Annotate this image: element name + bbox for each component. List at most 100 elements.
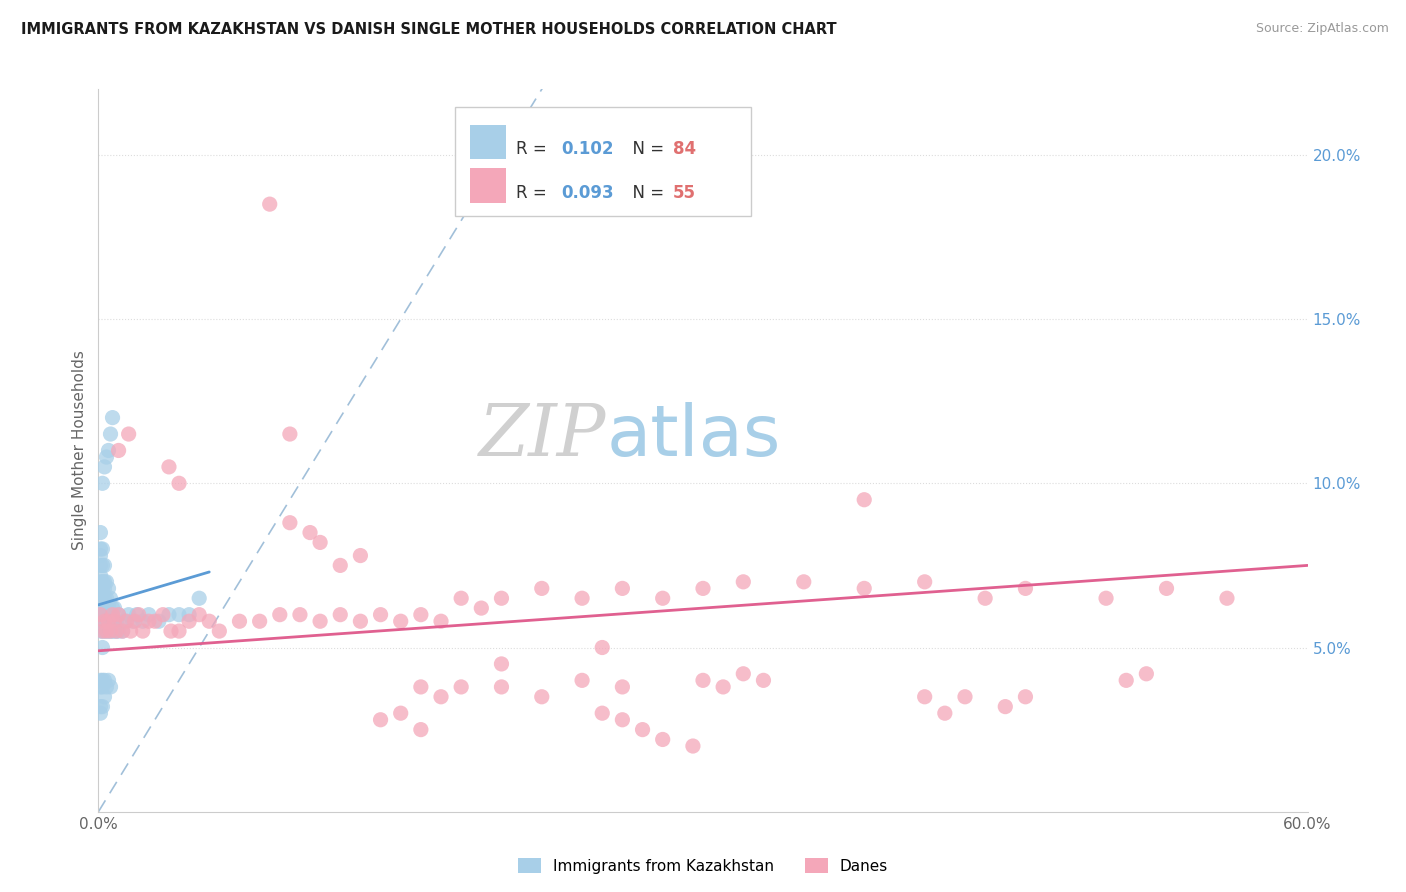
Point bbox=[91, 541, 114, 556]
Point bbox=[91, 624, 114, 639]
Point bbox=[96, 450, 118, 464]
Point bbox=[278, 516, 301, 530]
Point bbox=[370, 713, 392, 727]
Point bbox=[91, 598, 114, 612]
Point bbox=[97, 624, 120, 639]
Point bbox=[530, 582, 553, 596]
Point bbox=[93, 614, 115, 628]
Point bbox=[148, 614, 170, 628]
Point bbox=[692, 673, 714, 688]
Point bbox=[91, 640, 114, 655]
Point bbox=[91, 673, 114, 688]
Point bbox=[103, 614, 125, 628]
Point bbox=[89, 673, 111, 688]
Point bbox=[107, 607, 129, 622]
Text: 0.093: 0.093 bbox=[561, 184, 614, 202]
Point bbox=[89, 549, 111, 563]
Point bbox=[208, 624, 231, 639]
Point bbox=[107, 624, 129, 639]
Point bbox=[96, 591, 118, 606]
Point bbox=[1216, 591, 1239, 606]
Point bbox=[160, 624, 183, 639]
Point bbox=[91, 699, 114, 714]
Point bbox=[349, 549, 371, 563]
Point bbox=[430, 614, 453, 628]
Point bbox=[97, 614, 120, 628]
Point bbox=[651, 732, 673, 747]
Point bbox=[115, 614, 138, 628]
Point bbox=[89, 680, 111, 694]
Point bbox=[128, 607, 150, 622]
Point bbox=[118, 427, 141, 442]
Point bbox=[157, 607, 180, 622]
Point bbox=[974, 591, 997, 606]
Point bbox=[953, 690, 976, 704]
Point bbox=[349, 614, 371, 628]
Point bbox=[89, 558, 111, 573]
Point bbox=[89, 624, 111, 639]
Point bbox=[853, 582, 876, 596]
Point bbox=[409, 680, 432, 694]
Point bbox=[259, 197, 281, 211]
Point bbox=[631, 723, 654, 737]
Point bbox=[152, 607, 174, 622]
Point bbox=[100, 614, 122, 628]
Point bbox=[612, 680, 634, 694]
Point bbox=[120, 624, 142, 639]
Point bbox=[97, 607, 120, 622]
Point bbox=[167, 607, 190, 622]
Point bbox=[389, 706, 412, 721]
Point bbox=[100, 591, 122, 606]
Point bbox=[692, 582, 714, 596]
Point bbox=[101, 410, 124, 425]
Point bbox=[100, 680, 122, 694]
Point bbox=[97, 673, 120, 688]
Point bbox=[591, 706, 613, 721]
Point bbox=[89, 607, 111, 622]
Point bbox=[89, 525, 111, 540]
Point bbox=[97, 598, 120, 612]
Point bbox=[994, 699, 1017, 714]
Point bbox=[612, 582, 634, 596]
Point bbox=[1135, 666, 1157, 681]
Text: IMMIGRANTS FROM KAZAKHSTAN VS DANISH SINGLE MOTHER HOUSEHOLDS CORRELATION CHART: IMMIGRANTS FROM KAZAKHSTAN VS DANISH SIN… bbox=[21, 22, 837, 37]
Point bbox=[530, 690, 553, 704]
Point bbox=[97, 582, 120, 596]
Point bbox=[1014, 582, 1036, 596]
Point bbox=[278, 427, 301, 442]
Point bbox=[111, 624, 134, 639]
Point bbox=[114, 614, 136, 628]
Point bbox=[188, 591, 211, 606]
Point bbox=[93, 591, 115, 606]
Point bbox=[118, 607, 141, 622]
Text: 84: 84 bbox=[672, 140, 696, 158]
Point bbox=[93, 574, 115, 589]
Point bbox=[93, 459, 115, 474]
Point bbox=[167, 476, 190, 491]
Point bbox=[121, 614, 143, 628]
Text: Source: ZipAtlas.com: Source: ZipAtlas.com bbox=[1256, 22, 1389, 36]
Point bbox=[105, 624, 128, 639]
Point bbox=[1095, 591, 1118, 606]
Point bbox=[100, 624, 122, 639]
Point bbox=[591, 640, 613, 655]
FancyBboxPatch shape bbox=[456, 107, 751, 216]
Point bbox=[228, 614, 250, 628]
Point bbox=[853, 492, 876, 507]
Point bbox=[105, 624, 128, 639]
Point bbox=[491, 680, 513, 694]
Point bbox=[93, 673, 115, 688]
Point bbox=[329, 558, 352, 573]
Point bbox=[299, 525, 322, 540]
Point bbox=[100, 624, 122, 639]
Point bbox=[93, 614, 115, 628]
Point bbox=[132, 624, 155, 639]
Point bbox=[100, 607, 122, 622]
Point bbox=[179, 614, 201, 628]
Point bbox=[269, 607, 291, 622]
Point bbox=[100, 427, 122, 442]
Point bbox=[101, 614, 124, 628]
Point bbox=[1156, 582, 1178, 596]
Point bbox=[96, 607, 118, 622]
Point bbox=[101, 601, 124, 615]
